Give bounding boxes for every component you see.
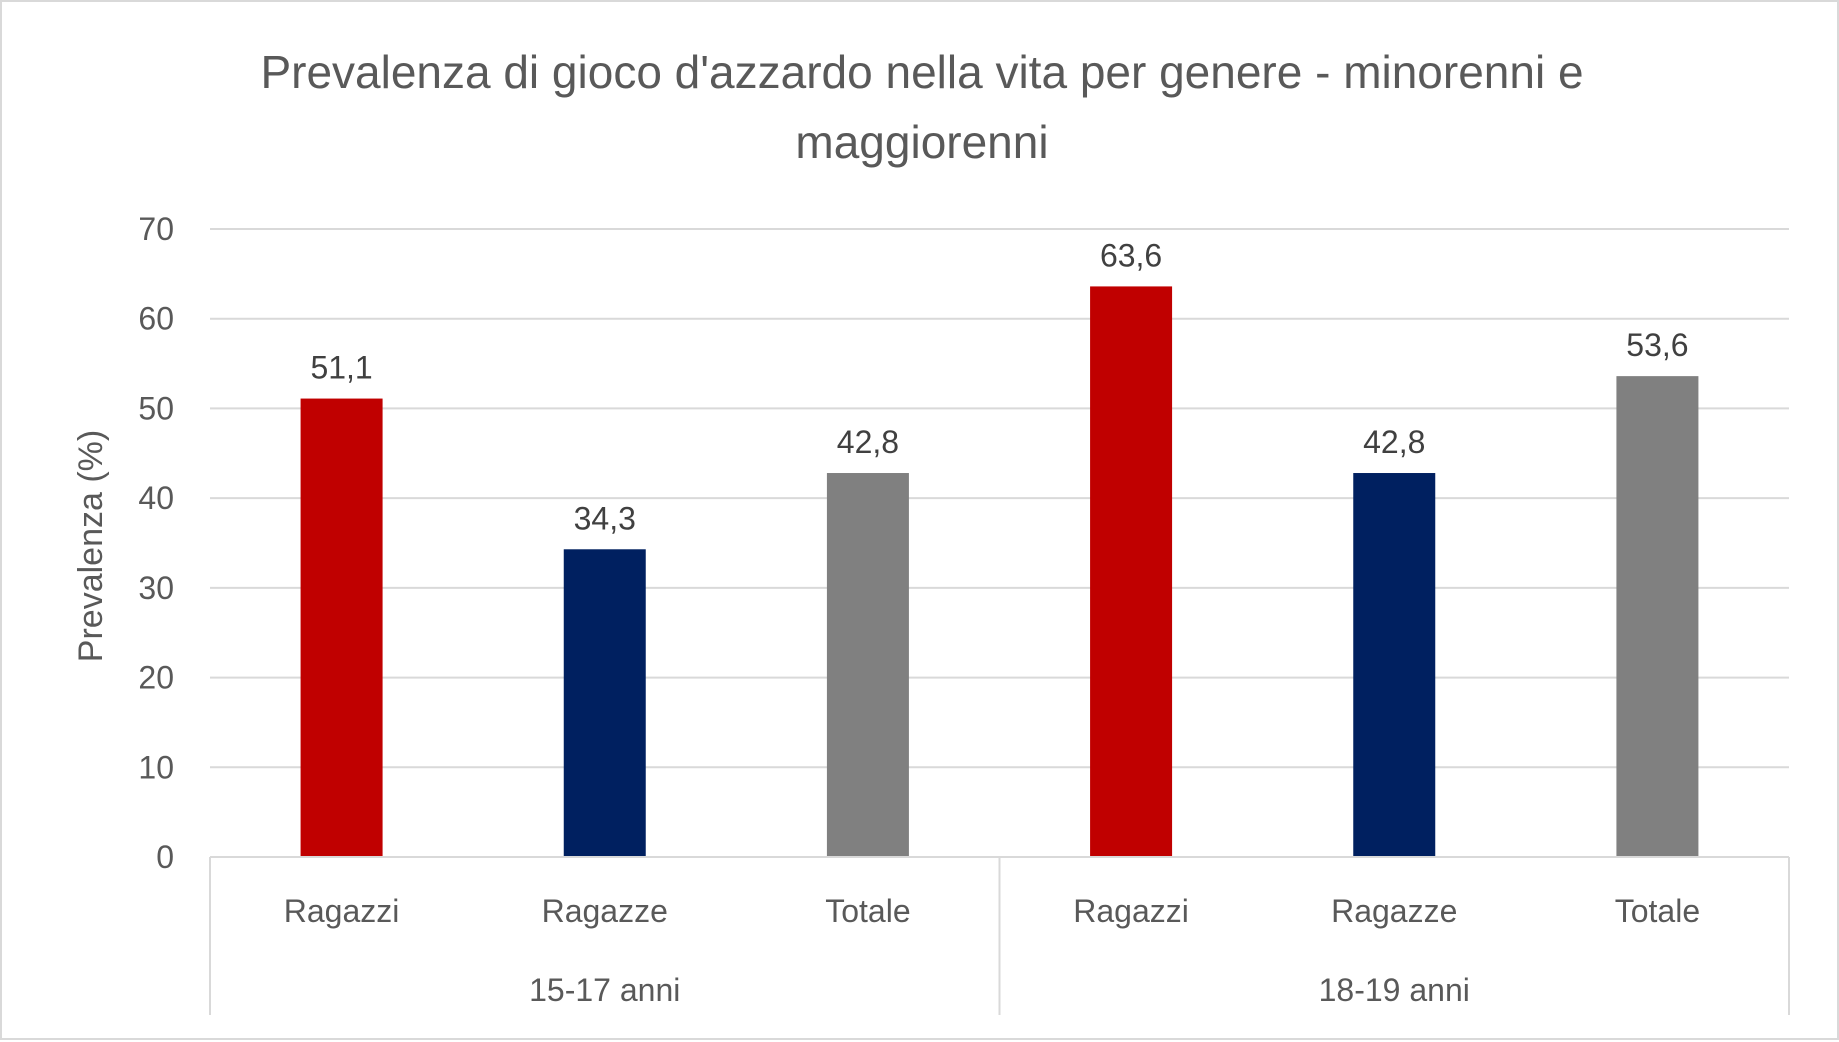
data-label: 53,6 [1626,327,1688,363]
y-tick-label: 30 [138,570,174,606]
data-label: 51,1 [310,350,372,386]
bar-totale-1 [826,473,909,857]
category-label: Ragazzi [1073,893,1189,929]
category-label: Totale [825,893,910,929]
category-label: Ragazzi [284,893,400,929]
y-tick-label: 70 [138,211,174,247]
y-tick-label: 10 [138,749,174,785]
data-label: 42,8 [837,424,899,460]
y-tick-label: 60 [138,301,174,337]
data-label: 63,6 [1100,237,1162,273]
gridlines [210,228,1789,769]
category-label: Ragazze [542,893,668,929]
bar-ragazze-1 [563,549,646,857]
data-labels: 51,1 34,3 42,8 63,6 42,8 53,6 [310,237,1688,536]
y-tick-label: 0 [156,839,174,875]
y-axis-ticks: 0 10 20 30 40 50 60 70 [138,211,174,875]
category-label: Ragazze [1331,893,1457,929]
bar-ragazzi-2 [1090,286,1173,858]
data-label: 42,8 [1363,424,1425,460]
y-axis-title: Prevalenza (%) [72,430,110,662]
bars [300,286,1699,858]
bar-ragazze-2 [1353,473,1436,857]
y-tick-label: 40 [138,480,174,516]
chart-title-line-1: Prevalenza di gioco d'azzardo nella vita… [260,46,1583,98]
category-label: Totale [1615,893,1700,929]
x-axis: Ragazzi Ragazze Totale 15-17 anni Ragazzi Rag… [209,856,1790,1015]
chart-title-line-2: maggiorenni [795,116,1048,168]
y-tick-label: 50 [138,390,174,426]
bar-ragazzi-1 [300,398,383,857]
group-label: 18-19 anni [1319,972,1470,1008]
y-tick-label: 20 [138,660,174,696]
bar-totale-2 [1616,376,1699,857]
chart-title: Prevalenza di gioco d'azzardo nella vita… [260,46,1583,168]
group-label: 15-17 anni [529,972,680,1008]
data-label: 34,3 [574,500,636,536]
